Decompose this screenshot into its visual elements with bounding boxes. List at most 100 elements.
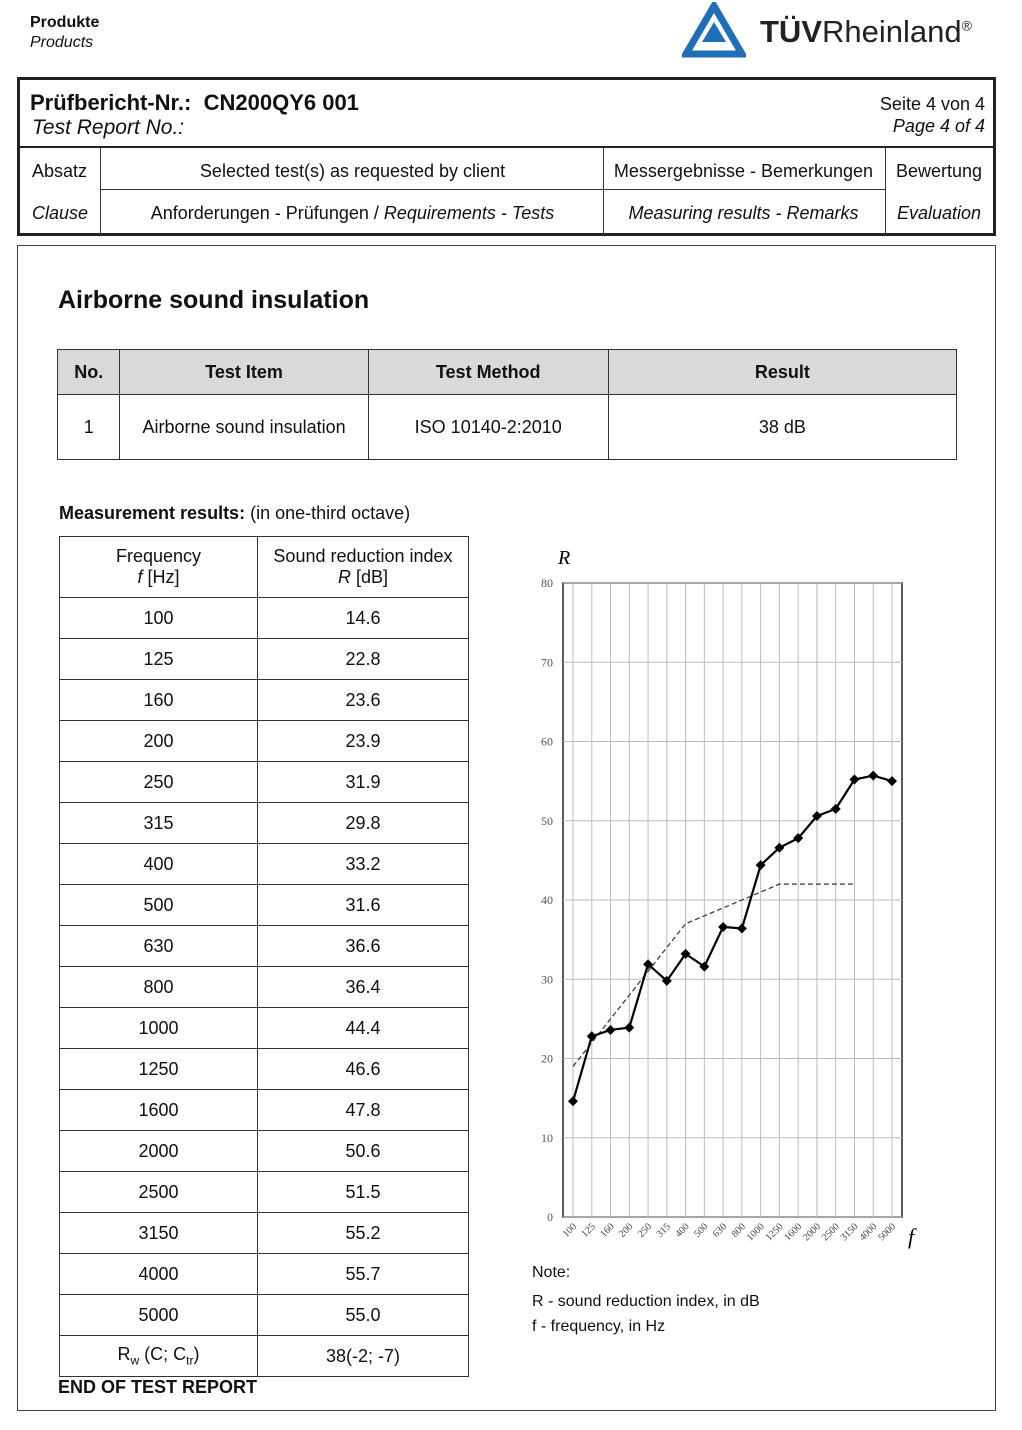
header-cell: Test Method <box>367 349 609 395</box>
y-tick-label: 80 <box>541 576 553 590</box>
row: 125 22.8 <box>59 638 469 680</box>
x-tick-label: 160 <box>598 1221 616 1239</box>
row: 4000 55.7 <box>59 1253 469 1295</box>
results-de: Messergebnisse - Bemerkungen <box>613 161 874 181</box>
rw-part: tr <box>186 1353 194 1368</box>
rw-part: R <box>117 1344 131 1365</box>
x-tick-label: 3150 <box>839 1221 861 1243</box>
cell: 2000 <box>59 1130 258 1172</box>
cell: Airborne sound insulation <box>119 394 369 460</box>
cell: 800 <box>59 966 258 1008</box>
cell: 47.8 <box>257 1089 469 1131</box>
number: CN200QY6 001 <box>203 90 359 115</box>
products-de: Produkte <box>30 14 100 31</box>
rw-row: Rw (C; Ctr) 38(-2; -7) <box>59 1335 469 1377</box>
section-title: Airborne sound insulation <box>58 286 370 314</box>
h: [dB] <box>355 567 389 587</box>
rw-label: Rw (C; Ctr) <box>59 1335 258 1377</box>
row: 2000 50.6 <box>59 1130 469 1172</box>
point <box>699 961 710 972</box>
point <box>661 975 672 986</box>
y-tick-label: 40 <box>541 893 553 907</box>
cell: 1 <box>56 394 121 460</box>
cell: 29.8 <box>257 802 469 844</box>
cell: 1250 <box>59 1048 258 1090</box>
logo-mark: ® <box>961 17 972 34</box>
y-tick-label: 30 <box>541 972 553 986</box>
cell: 5000 <box>59 1294 258 1336</box>
row: 315 29.8 <box>59 802 469 844</box>
point <box>680 948 691 959</box>
logo-icon <box>682 2 746 58</box>
h: R <box>337 567 351 587</box>
y-tick-label: 60 <box>541 735 553 749</box>
cell: 55.2 <box>257 1212 469 1254</box>
tests-en: Requirements - Tests <box>383 203 555 223</box>
cell: 51.5 <box>257 1171 469 1213</box>
page-en: Page 4 of 4 <box>892 116 985 136</box>
header-cell: Frequency f [Hz] <box>59 536 258 598</box>
x-tick-label: 400 <box>673 1221 691 1239</box>
x-tick-label: 2500 <box>820 1221 842 1243</box>
h: Sound reduction index <box>273 546 453 566</box>
cell: 4000 <box>59 1253 258 1295</box>
x-tick-label: 5000 <box>876 1221 898 1243</box>
note-line: R - sound reduction index, in dB <box>532 1293 760 1310</box>
cell: 50.6 <box>257 1130 469 1172</box>
cell: 1600 <box>59 1089 258 1131</box>
x-tick-label: 500 <box>692 1221 710 1239</box>
header-row: Frequency f [Hz] Sound reduction index R [… <box>59 536 469 598</box>
cell: 46.6 <box>257 1048 469 1090</box>
x-tick-label: 1250 <box>764 1221 786 1243</box>
rw-part: ) <box>193 1344 200 1365</box>
row: 2500 51.5 <box>59 1171 469 1213</box>
number-label: Prüfbericht-Nr.: <box>30 90 192 115</box>
note-lines: R - sound reduction index, in dB f - freq… <box>532 1289 760 1339</box>
page-de: Seite 4 von 4 <box>879 94 985 114</box>
x-tick-label: 100 <box>561 1221 579 1239</box>
row: 1000 44.4 <box>59 1007 469 1049</box>
cell: 44.4 <box>257 1007 469 1049</box>
col <box>100 147 604 233</box>
cell: 125 <box>59 638 258 680</box>
header-cell: No. <box>56 349 121 395</box>
logo-text: Rheinland <box>822 14 962 49</box>
tests-top: Selected test(s) as requested by client <box>199 161 506 181</box>
y-tick-label: 70 <box>541 655 553 669</box>
rule <box>100 189 885 190</box>
point <box>643 959 654 970</box>
row: 250 31.9 <box>59 761 469 803</box>
rw-part: (C; C <box>139 1344 187 1365</box>
point <box>755 860 766 871</box>
cell: 33.2 <box>257 843 469 885</box>
row: 200 23.9 <box>59 720 469 762</box>
content-frame <box>17 245 996 1411</box>
y-tick-label: 10 <box>541 1131 553 1145</box>
x-tick-label: 125 <box>580 1221 598 1239</box>
row: 1600 47.8 <box>59 1089 469 1131</box>
products-en: Products <box>30 34 94 51</box>
point <box>774 842 785 853</box>
series-line <box>572 883 855 1067</box>
x-tick-label: 315 <box>655 1221 673 1239</box>
row: 800 36.4 <box>59 966 469 1008</box>
logo-bold: TÜV <box>760 14 822 49</box>
rw-part: w <box>130 1353 140 1368</box>
report-box: Prüfbericht-Nr.: CN200QY6 001 Test Repor… <box>17 77 996 236</box>
cell: 400 <box>59 843 258 885</box>
cell: 55.0 <box>257 1294 469 1336</box>
clause-de: Absatz <box>32 161 88 181</box>
cell: 630 <box>59 925 258 967</box>
x-tick-label: 4000 <box>857 1221 879 1243</box>
cell: 31.6 <box>257 884 469 926</box>
cell: 3150 <box>59 1212 258 1254</box>
row: 160 23.6 <box>59 679 469 721</box>
eval-de: Bewertung <box>895 161 983 181</box>
point <box>811 810 822 821</box>
x-tick-label: 2000 <box>801 1221 823 1243</box>
cell: 160 <box>59 679 258 721</box>
cell: 500 <box>59 884 258 926</box>
point <box>568 1096 578 1107</box>
header-cell: Sound reduction index R [dB] <box>257 536 469 598</box>
report-number: Prüfbericht-Nr.: CN200QY6 001 <box>30 90 359 116</box>
